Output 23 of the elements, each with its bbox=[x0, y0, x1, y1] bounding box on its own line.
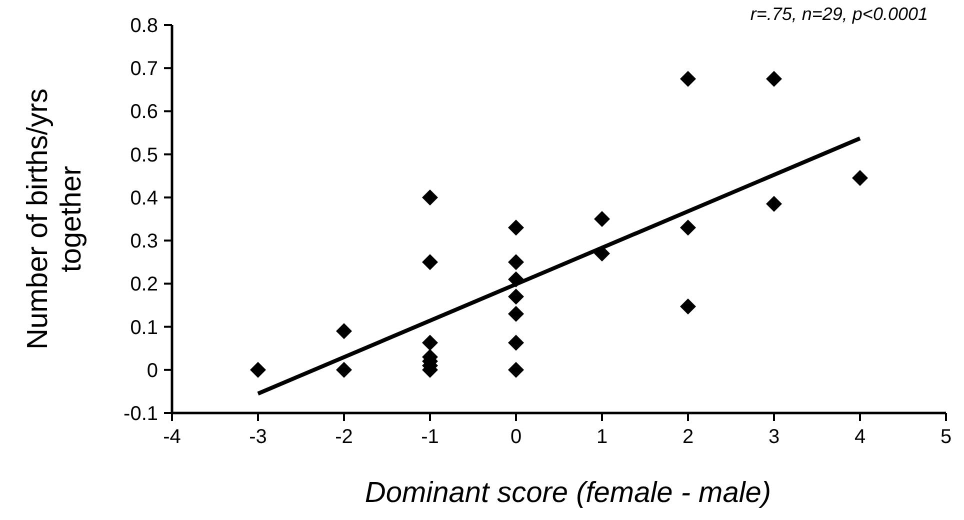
y-tick-label: 0.8 bbox=[130, 15, 158, 37]
x-tick-label: 4 bbox=[854, 426, 866, 448]
x-tick-label: 5 bbox=[940, 426, 952, 448]
x-tick-label: 1 bbox=[596, 426, 608, 448]
y-tick-label: 0.1 bbox=[130, 316, 158, 339]
y-tick-label: 0 bbox=[146, 360, 158, 382]
x-tick-label: 2 bbox=[682, 426, 694, 448]
y-tick-label: 0.2 bbox=[130, 274, 158, 296]
y-tick-label: 0.6 bbox=[130, 101, 158, 124]
y-tick-label: -0.1 bbox=[124, 403, 158, 425]
x-tick-label: -1 bbox=[421, 426, 439, 448]
y-tick-label: 0.7 bbox=[130, 58, 158, 80]
x-tick-label: -2 bbox=[335, 426, 353, 448]
x-axis-title: Dominant score (female - male) bbox=[364, 477, 772, 509]
y-tick-label: 0.5 bbox=[130, 144, 158, 166]
y-tick-label: 0.3 bbox=[130, 230, 158, 253]
y-tick-label: 0.4 bbox=[130, 187, 158, 210]
x-tick-label: -3 bbox=[249, 426, 267, 448]
x-tick-label: -4 bbox=[163, 426, 181, 448]
text: r=.75, n=29, p<0.0001 bbox=[750, 4, 928, 24]
x-tick-label: 0 bbox=[510, 426, 522, 448]
y-axis-title: Number of births/yrs together bbox=[22, 88, 88, 350]
x-tick-label: 3 bbox=[768, 426, 780, 448]
